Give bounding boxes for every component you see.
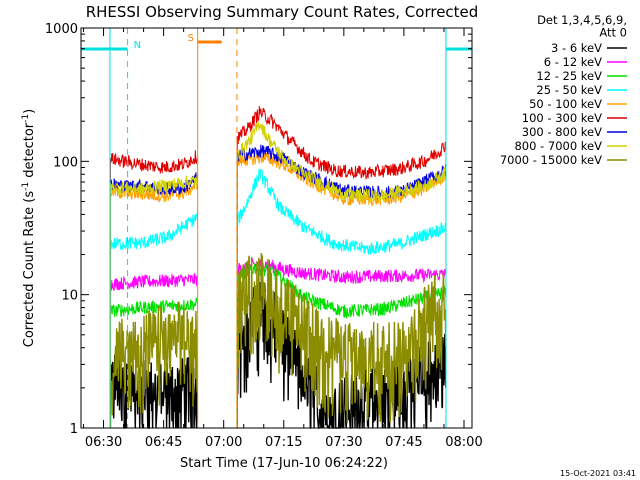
- series-line-8: [109, 252, 447, 428]
- svg-text:Corrected Count Rate (s-1 dete: Corrected Count Rate (s-1 detector-1): [21, 109, 37, 347]
- y-tick-label-0: 1: [70, 422, 78, 437]
- series-line-7: [109, 121, 447, 428]
- legend-header-1: Att 0: [599, 26, 627, 40]
- annotation-label-2: S: [188, 33, 194, 44]
- x-tick-label-0: 06:30: [85, 435, 122, 450]
- x-tick-label-1: 06:45: [145, 435, 182, 450]
- annotation-0: N: [81, 28, 141, 428]
- legend-label-7: 800 - 7000 keV: [514, 139, 602, 153]
- legend-header-0: Det 1,3,4,5,6,9,: [537, 13, 627, 27]
- legend-label-2: 12 - 25 keV: [536, 69, 602, 83]
- legend-label-5: 100 - 300 keV: [522, 111, 602, 125]
- x-tick-label-6: 08:00: [445, 435, 482, 450]
- series-line-3: [109, 168, 446, 428]
- annotation-label-0: N: [134, 40, 141, 51]
- series-line-5: [109, 106, 447, 428]
- annotation-1: [445, 28, 473, 428]
- chart-title: RHESSI Observing Summary Count Rates, Co…: [86, 3, 479, 21]
- x-tick-label-5: 07:45: [385, 435, 422, 450]
- legend-label-6: 300 - 800 keV: [522, 125, 602, 139]
- x-tick-label-4: 07:30: [325, 435, 362, 450]
- legend-label-1: 6 - 12 keV: [544, 55, 602, 69]
- footer-timestamp: 15-Oct-2021 03:41: [560, 469, 636, 478]
- series-3: [109, 168, 446, 428]
- x-axis-label: Start Time (17-Jun-10 06:24:22): [180, 456, 388, 471]
- series-7: [109, 121, 447, 428]
- annotation-2: S: [188, 28, 238, 428]
- legend-label-3: 25 - 50 keV: [536, 83, 602, 97]
- series-8: [109, 252, 447, 428]
- y-axis-label: Corrected Count Rate (s-1 detector-1): [21, 109, 37, 347]
- legend-label-0: 3 - 6 keV: [551, 41, 602, 55]
- x-tick-label-2: 07:00: [205, 435, 242, 450]
- x-tick-label-3: 07:15: [265, 435, 302, 450]
- y-tick-label-2: 100: [53, 155, 78, 170]
- series-5: [109, 106, 447, 428]
- y-tick-label-1: 10: [61, 289, 78, 304]
- y-tick-label-3: 1000: [45, 22, 78, 37]
- plot-frame: [80, 27, 473, 429]
- legend-label-8: 7000 - 15000 keV: [500, 153, 602, 167]
- legend-label-4: 50 - 100 keV: [529, 97, 602, 111]
